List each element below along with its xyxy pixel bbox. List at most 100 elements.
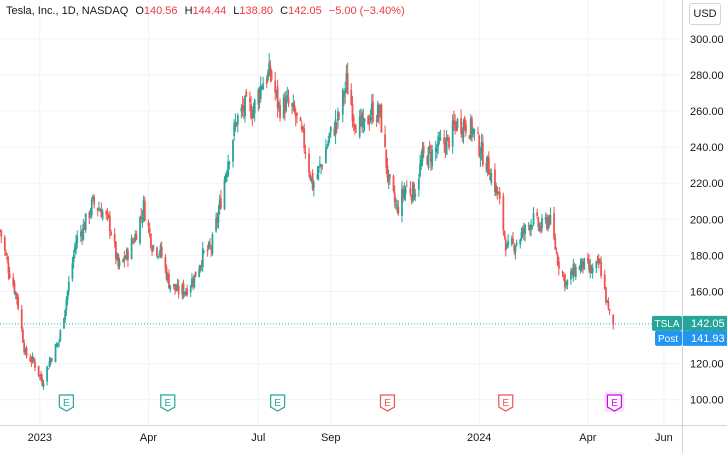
candle-body xyxy=(192,281,195,285)
high-label: H xyxy=(184,5,193,17)
candle-body xyxy=(23,342,26,352)
candle-body xyxy=(573,266,576,276)
x-tick-label: Jul xyxy=(251,432,265,444)
candle-body xyxy=(250,104,252,119)
candle-body xyxy=(293,105,296,112)
candle-body xyxy=(117,254,120,268)
candle-body xyxy=(405,185,408,187)
candle-body xyxy=(465,124,467,133)
earnings-marker[interactable]: E xyxy=(379,394,396,412)
candle-body xyxy=(123,256,126,261)
candle-body xyxy=(287,98,290,105)
candle-body xyxy=(234,122,237,127)
candle-body xyxy=(228,161,231,165)
candle-body xyxy=(191,278,193,287)
candle-body xyxy=(148,228,151,233)
candle-body xyxy=(31,356,34,361)
open-label: O xyxy=(135,5,144,17)
candle-body xyxy=(292,102,295,108)
candle-body xyxy=(215,218,217,232)
candle-body xyxy=(607,300,610,308)
candle-body xyxy=(302,127,304,130)
candle-body xyxy=(436,148,438,151)
candle-body xyxy=(443,137,446,145)
candle-body xyxy=(82,224,85,240)
candle-body xyxy=(530,223,533,231)
candle-body xyxy=(75,241,77,251)
candle-body xyxy=(478,135,481,156)
candle-body xyxy=(566,280,569,285)
candle-body xyxy=(363,118,366,123)
candle-body xyxy=(200,265,203,267)
candle-body xyxy=(361,112,364,127)
candle-body xyxy=(34,361,36,368)
candle-body xyxy=(269,66,272,76)
y-tick-label: 100.00 xyxy=(690,395,724,407)
candle-body xyxy=(320,164,322,167)
candle-body xyxy=(127,250,129,260)
candle-body xyxy=(166,273,169,279)
earnings-marker[interactable]: E xyxy=(604,392,625,412)
candle-body xyxy=(32,358,35,362)
candle-body xyxy=(207,242,210,249)
candle-body xyxy=(496,187,499,194)
candle-body xyxy=(590,267,593,274)
candle-body xyxy=(245,91,248,97)
candle-body xyxy=(0,229,1,231)
candle-body xyxy=(6,256,9,260)
candle-body xyxy=(512,238,514,243)
candle-body xyxy=(461,130,464,135)
earnings-label: E xyxy=(502,398,509,409)
candle-body xyxy=(8,273,11,278)
candle-body xyxy=(59,330,62,341)
candle-body xyxy=(448,137,450,148)
earnings-marker[interactable]: E xyxy=(498,394,514,412)
candle-body xyxy=(142,200,145,216)
candle-body xyxy=(582,260,584,269)
candle-body xyxy=(588,260,590,270)
x-tick-label: Apr xyxy=(579,432,596,444)
candle-body xyxy=(341,89,344,115)
candle-body xyxy=(597,258,600,265)
candle-body xyxy=(286,95,289,98)
earnings-marker[interactable]: E xyxy=(58,394,74,412)
candle-body xyxy=(595,261,598,269)
candle-body xyxy=(147,221,150,227)
candle-body xyxy=(83,224,86,231)
candle-body xyxy=(172,284,175,287)
high-value: 144.44 xyxy=(192,5,227,17)
candle-body xyxy=(265,78,268,84)
candle-body xyxy=(218,200,221,210)
candle-body xyxy=(376,104,379,122)
symbol-tag-label: TSLA xyxy=(654,319,679,330)
candle-body xyxy=(414,193,417,197)
earnings-marker[interactable]: E xyxy=(270,394,286,412)
candle-body xyxy=(404,187,407,195)
candle-body xyxy=(463,117,466,128)
candle-body xyxy=(268,62,271,76)
candle-body xyxy=(73,247,76,253)
candle-body xyxy=(54,344,57,363)
candle-body xyxy=(89,212,92,216)
candle-body xyxy=(612,314,615,324)
candle-body xyxy=(189,286,192,293)
candle-body xyxy=(351,104,354,121)
candle-body xyxy=(471,118,473,136)
post-price-tag-value: 141.93 xyxy=(691,333,725,345)
earnings-marker[interactable]: E xyxy=(160,394,176,412)
candle-body xyxy=(81,232,83,238)
candle-body xyxy=(236,115,239,125)
candle-body xyxy=(311,173,314,190)
candle-body xyxy=(241,105,244,110)
candle-body xyxy=(217,211,220,223)
symbol-tag xyxy=(652,315,682,331)
candle-body xyxy=(186,288,188,296)
candle-body xyxy=(64,309,67,320)
candle-body xyxy=(113,234,116,243)
currency-button[interactable]: USD xyxy=(689,3,721,25)
candle-body xyxy=(22,329,24,343)
candle-body xyxy=(216,217,219,222)
candle-body xyxy=(608,309,611,311)
